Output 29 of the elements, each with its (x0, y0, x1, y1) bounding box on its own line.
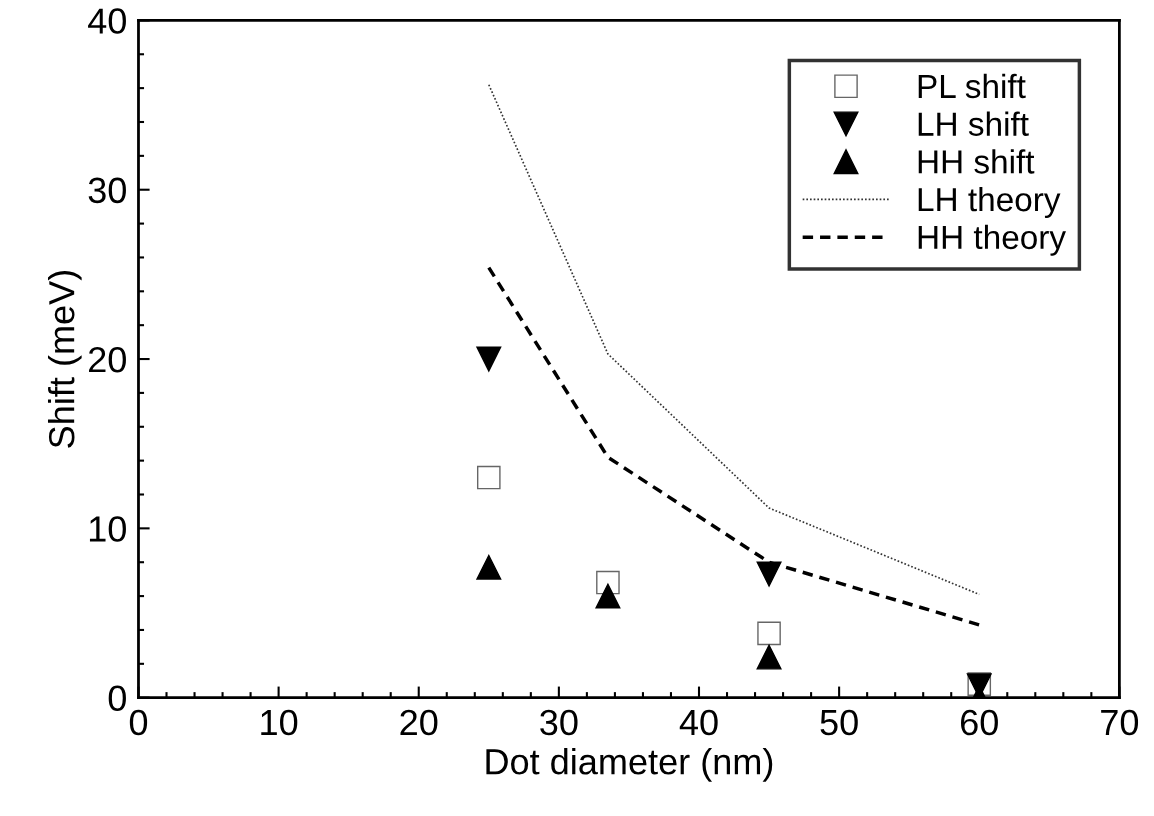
x-axis-title: Dot diameter (nm) (486, 748, 773, 782)
y-tick-label: 0 (108, 685, 126, 712)
y-tick-label: 30 (88, 177, 126, 204)
x-tick-label: 0 (129, 709, 148, 736)
legend-label: HH shift (918, 149, 1035, 174)
line-series (487, 265, 981, 627)
legend-label: LH theory (918, 186, 1061, 219)
point (476, 465, 501, 490)
x-tick-label: 10 (261, 709, 298, 736)
x-tick-label: 40 (679, 709, 718, 736)
legend-label: HH theory (918, 224, 1066, 256)
x-tick-label: 30 (540, 709, 578, 736)
x-tick-label: 60 (961, 709, 998, 736)
point (595, 583, 621, 609)
y-tick-label: 20 (89, 346, 126, 373)
y-axis-title: Shift (meV) (47, 270, 82, 448)
x-tick-label: 50 (820, 709, 858, 736)
y-tick-label: 10 (89, 516, 126, 542)
y-tick-label: 40 (88, 8, 126, 34)
legend-label: LH shift (918, 111, 1029, 136)
legend-label: PL shift (918, 73, 1026, 99)
point (756, 644, 782, 670)
x-tick-label: 70 (1101, 709, 1139, 736)
point (476, 346, 502, 372)
point (476, 554, 502, 580)
point (757, 621, 781, 646)
point (756, 561, 782, 587)
point (596, 570, 620, 595)
x-tick-label: 20 (400, 709, 438, 736)
